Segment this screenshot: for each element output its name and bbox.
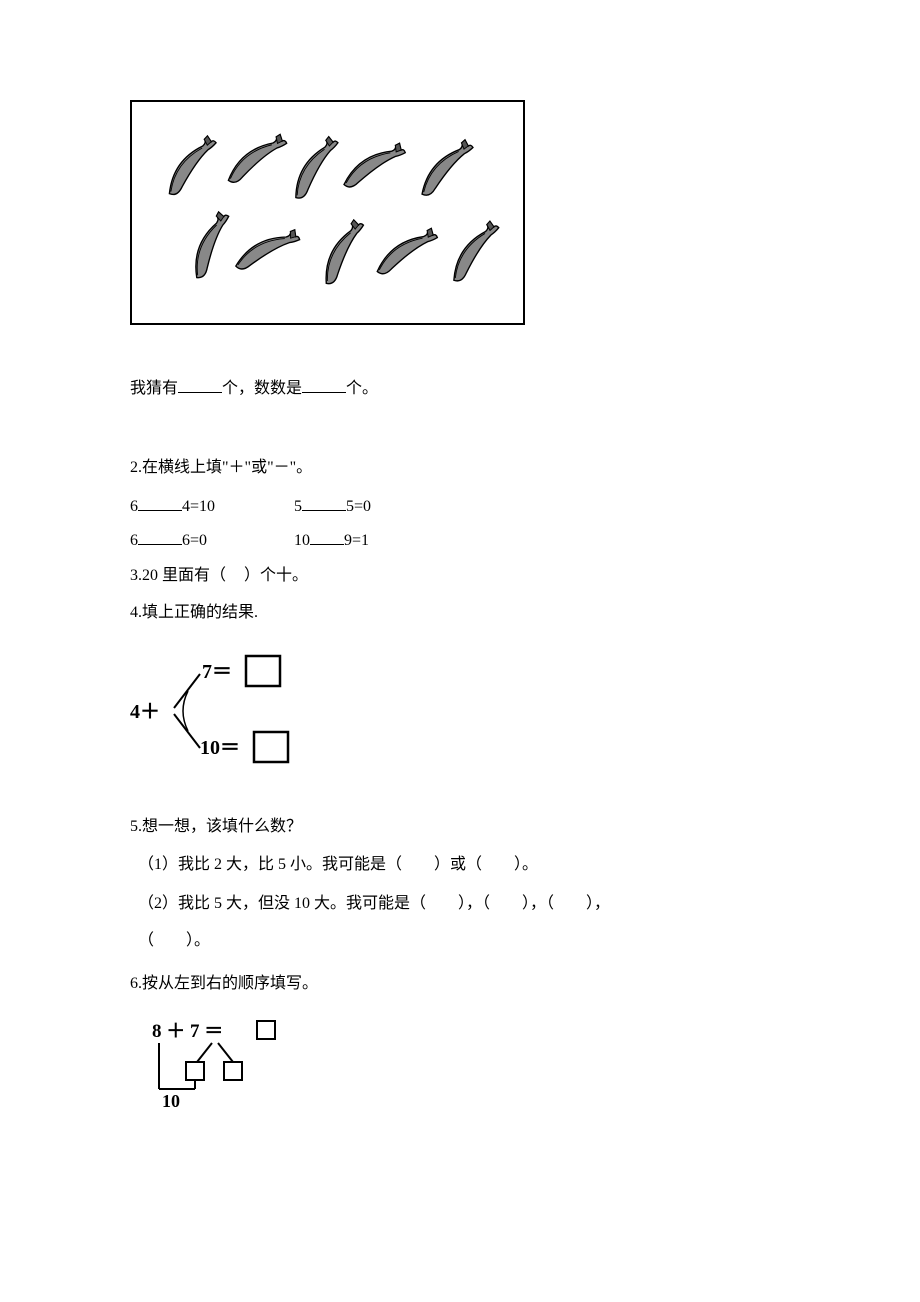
q2-r1b-right: 5=0: [346, 498, 371, 515]
q3-text: 3.20 里面有（ ）个十。: [130, 562, 790, 591]
q3-after: ）个十。: [244, 567, 308, 584]
q2-r1a-blank[interactable]: [138, 495, 182, 511]
q1-suffix: 个。: [346, 380, 378, 397]
q2-r1b-blank[interactable]: [302, 495, 346, 511]
pepper-svg: [142, 112, 513, 313]
q6-expr: 8 ＋ 7 ＝: [152, 1021, 223, 1042]
q2-row2: 6 6=0 10 9=1: [130, 527, 790, 556]
q2-r2a-left: 6: [130, 532, 138, 549]
q6-result-box: [257, 1021, 275, 1039]
q2-r2b-left: 10: [294, 532, 310, 549]
q1-blank-1[interactable]: [178, 377, 222, 393]
q1-text: 我猜有 个，数数是 个。: [130, 375, 790, 404]
q5-line2a: （2）我比 5 大，但没 10 大。我可能是（ ），（ ），（ ），: [130, 890, 790, 919]
q6-ten: 10: [162, 1091, 180, 1111]
q1-mid: 个，数数是: [222, 380, 302, 397]
q6-diagram: 8 ＋ 7 ＝ 10: [142, 1017, 790, 1128]
q6-title: 6.按从左到右的顺序填写。: [130, 970, 790, 999]
q6-split-box-1: [186, 1062, 204, 1080]
q2-r1a-left: 6: [130, 498, 138, 515]
q5-line1: （1）我比 2 大，比 5 小。我可能是（ ）或（ ）。: [130, 851, 790, 880]
pepper-image-box: [130, 100, 525, 325]
q4-bottom: 10＝: [200, 737, 240, 759]
q2-title: 2.在横线上填"＋"或"－"。: [130, 454, 790, 483]
q4-title: 4.填上正确的结果.: [130, 599, 790, 628]
q2-r1a-right: 4=10: [182, 498, 215, 515]
q2-r2b-right: 9=1: [344, 532, 369, 549]
q2-r2a-blank[interactable]: [138, 529, 182, 545]
q2-row1: 6 4=10 5 5=0: [130, 493, 790, 522]
q5-line2b: （ ）。: [130, 927, 790, 956]
q3-before: 3.20 里面有（: [130, 567, 226, 584]
q2-r2b-blank[interactable]: [310, 529, 344, 545]
q2-r1b-left: 5: [294, 498, 302, 515]
q4-box-top: [246, 656, 280, 686]
q1-blank-2[interactable]: [302, 377, 346, 393]
q2-r2a-right: 6=0: [182, 532, 207, 549]
q5-title: 5.想一想，该填什么数？: [130, 813, 790, 842]
q4-base: 4＋: [130, 701, 160, 723]
q4-top: 7＝: [202, 661, 232, 683]
q6-split-box-2: [224, 1062, 242, 1080]
q4-diagram: 4＋ 7＝ 10＝: [130, 646, 790, 787]
q4-box-bottom: [254, 732, 288, 762]
q1-prefix: 我猜有: [130, 380, 178, 397]
q3-blank[interactable]: [226, 567, 244, 584]
